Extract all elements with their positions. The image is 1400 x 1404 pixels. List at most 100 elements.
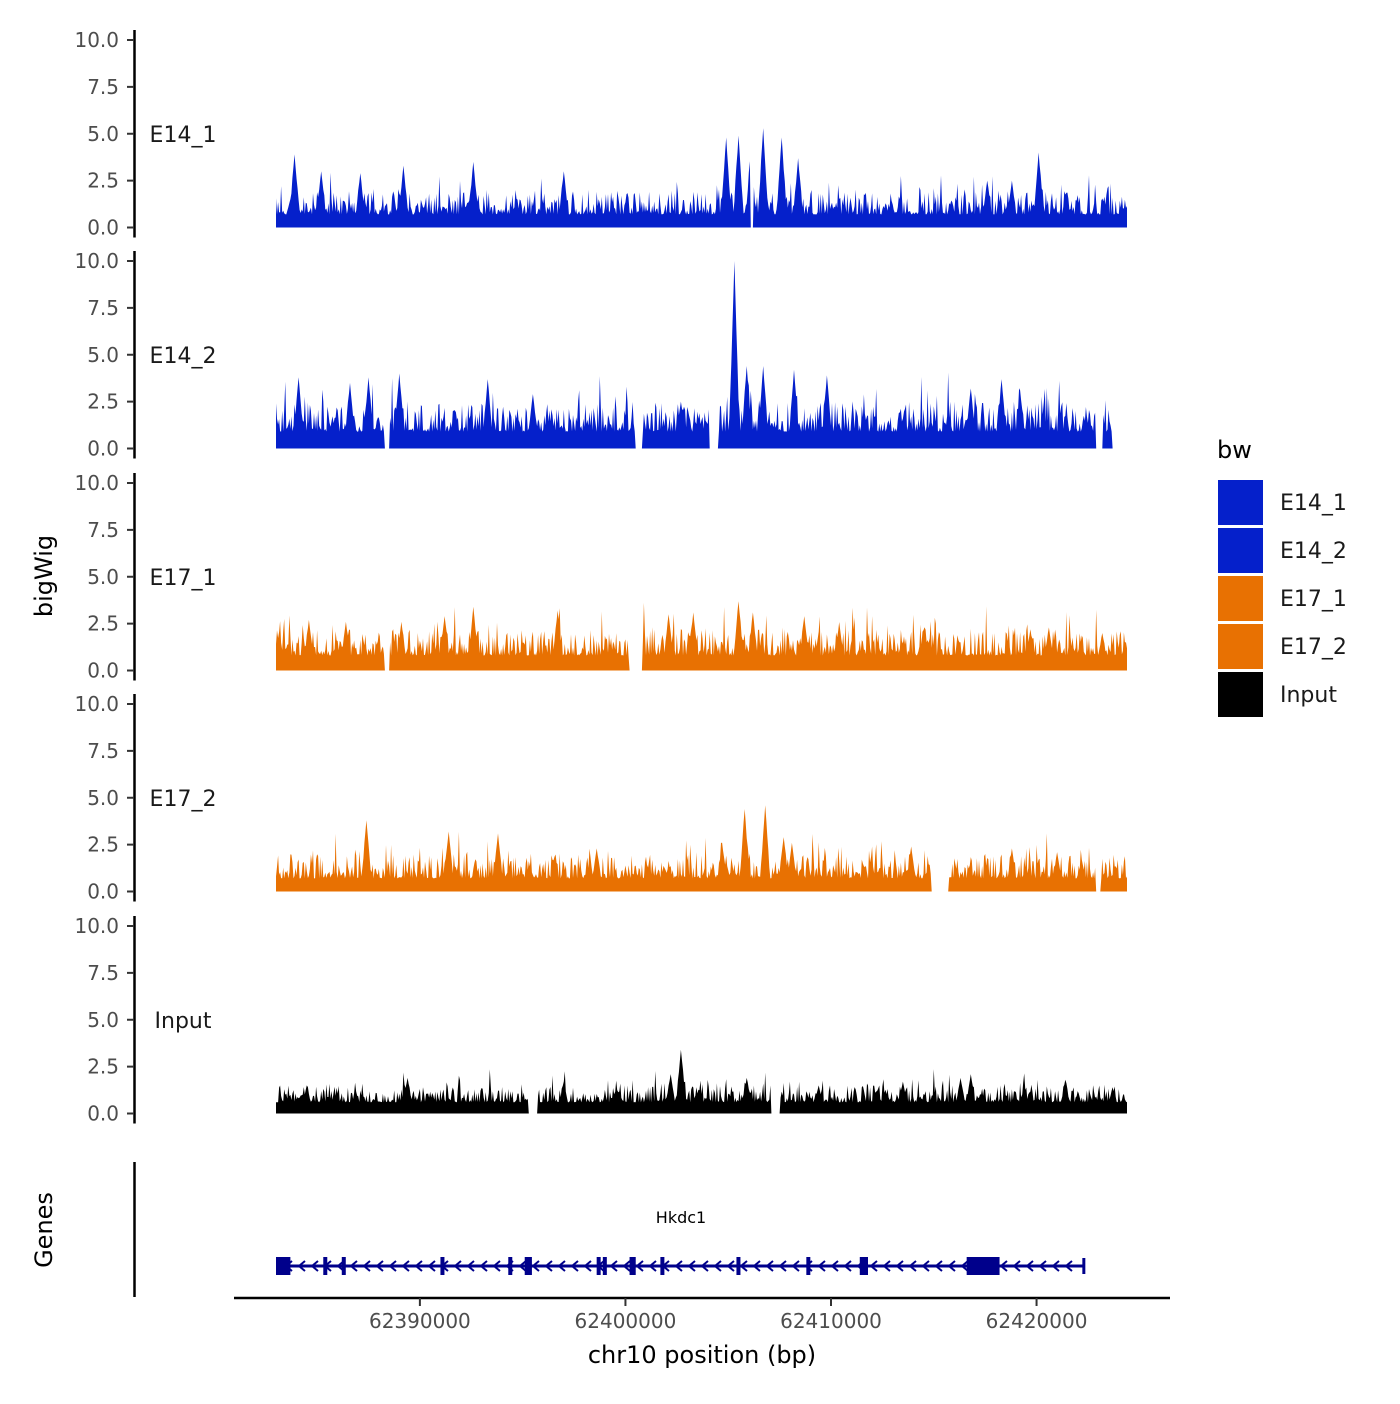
y-tick-label: 0.0 (87, 437, 119, 461)
gene-exon (859, 1257, 868, 1275)
strand-arrow (778, 1260, 787, 1272)
x-tick-label: 62390000 (369, 1309, 471, 1333)
x-axis: 62390000 62400000 62410000 62420000 (369, 1298, 1087, 1333)
y-tick-label: 7.5 (87, 75, 119, 99)
y-tick-label: 2.5 (87, 833, 119, 857)
strand-arrow (492, 1260, 501, 1272)
gene-exon (806, 1257, 811, 1275)
track-e17_1: 0.0 2.5 5.0 7.5 10.0 E17_1 (74, 471, 1127, 683)
strand-arrow (622, 1260, 631, 1272)
strand-arrow (518, 1260, 527, 1272)
gene-exon (736, 1257, 741, 1275)
x-tick-label: 62410000 (780, 1309, 882, 1333)
y-tick-label: 5.0 (87, 1008, 119, 1032)
strand-arrow (388, 1260, 397, 1272)
y-tick-label: 0.0 (87, 880, 119, 904)
y-tick-label: 2.5 (87, 612, 119, 636)
strand-arrow (557, 1260, 566, 1272)
y-tick-label: 5.0 (87, 343, 119, 367)
strand-arrow (713, 1260, 722, 1272)
strand-arrow (479, 1260, 488, 1272)
legend-label-e14_1: E14_1 (1280, 491, 1347, 516)
y-tick-label: 7.5 (87, 518, 119, 542)
strand-arrow (648, 1260, 657, 1272)
strand-arrow (934, 1260, 943, 1272)
track-label-e17_2: E17_2 (150, 787, 217, 812)
y-tick-label: 5.0 (87, 122, 119, 146)
strand-arrow (427, 1260, 436, 1272)
track-label-e14_2: E14_2 (150, 344, 217, 369)
tracks-layer: 0.0 2.5 5.0 7.5 10.0 E14_1 0.0 2.5 5.0 7.5 10.0 E14… (74, 28, 1127, 1126)
gene-track: Hkdc1 (276, 1208, 1086, 1275)
genes-axis-title: Genes (30, 1192, 58, 1268)
coverage-area-e14_2 (276, 261, 1127, 449)
gene-exon (966, 1257, 1000, 1275)
y-tick-label: 7.5 (87, 961, 119, 985)
strand-arrow (583, 1260, 592, 1272)
y-tick-label: 5.0 (87, 565, 119, 589)
legend-label-e14_2: E14_2 (1280, 539, 1347, 564)
y-axis-title: bigWig (30, 535, 58, 617)
y-tick-label: 7.5 (87, 296, 119, 320)
strand-arrow (882, 1260, 891, 1272)
strand-arrow (739, 1260, 748, 1272)
gene-exon (524, 1257, 532, 1275)
strand-arrow (869, 1260, 878, 1272)
coverage-area-input (276, 1049, 1127, 1114)
gene-exon (276, 1257, 291, 1275)
legend: E14_1 E14_2 E17_1 E17_2 Input (1218, 480, 1347, 717)
gene-exon (508, 1257, 513, 1275)
y-tick-label: 0.0 (87, 659, 119, 683)
strand-arrow (466, 1260, 475, 1272)
strand-arrow (570, 1260, 579, 1272)
gene-exon (660, 1257, 665, 1275)
strand-arrow (1051, 1260, 1060, 1272)
coverage-area-e17_1 (276, 601, 1127, 671)
strand-arrow (297, 1260, 306, 1272)
x-tick-label: 62420000 (986, 1309, 1088, 1333)
strand-arrow (895, 1260, 904, 1272)
legend-swatch-e17_2 (1218, 624, 1263, 669)
x-axis-title: chr10 position (bp) (588, 1341, 816, 1369)
legend-swatch-e14_2 (1218, 528, 1263, 573)
y-tick-label: 0.0 (87, 1102, 119, 1126)
y-tick-label: 10.0 (74, 471, 119, 495)
coverage-area-e14_1 (276, 128, 1127, 228)
gene-exon (440, 1257, 445, 1275)
strand-arrow (635, 1260, 644, 1272)
strand-arrow (1025, 1260, 1034, 1272)
y-tick-label: 2.5 (87, 390, 119, 414)
track-e14_2: 0.0 2.5 5.0 7.5 10.0 E14_2 (74, 249, 1127, 461)
coverage-area-e17_2 (276, 805, 1127, 892)
legend-title: bw (1217, 436, 1252, 464)
y-tick-label: 2.5 (87, 1055, 119, 1079)
legend-label-input: Input (1280, 683, 1337, 708)
strand-arrow (791, 1260, 800, 1272)
gene-exon (341, 1257, 346, 1275)
track-label-e17_1: E17_1 (150, 566, 217, 591)
y-tick-label: 2.5 (87, 169, 119, 193)
strand-arrow (674, 1260, 683, 1272)
strand-arrow (830, 1260, 839, 1272)
strand-arrow (1064, 1260, 1073, 1272)
strand-arrow (765, 1260, 774, 1272)
strand-arrow (453, 1260, 462, 1272)
strand-arrow (908, 1260, 917, 1272)
strand-arrow (310, 1260, 319, 1272)
track-label-input: Input (155, 1009, 212, 1034)
strand-arrow (843, 1260, 852, 1272)
strand-arrow (726, 1260, 735, 1272)
strand-arrow (362, 1260, 371, 1272)
gene-exon (629, 1257, 636, 1275)
y-tick-label: 5.0 (87, 786, 119, 810)
y-tick-label: 7.5 (87, 739, 119, 763)
legend-label-e17_2: E17_2 (1280, 635, 1347, 660)
strand-arrow (921, 1260, 930, 1272)
strand-arrow (700, 1260, 709, 1272)
strand-arrow (375, 1260, 384, 1272)
gene-exon (323, 1257, 328, 1275)
y-tick-label: 10.0 (74, 249, 119, 273)
track-e17_2: 0.0 2.5 5.0 7.5 10.0 E17_2 (74, 692, 1127, 904)
